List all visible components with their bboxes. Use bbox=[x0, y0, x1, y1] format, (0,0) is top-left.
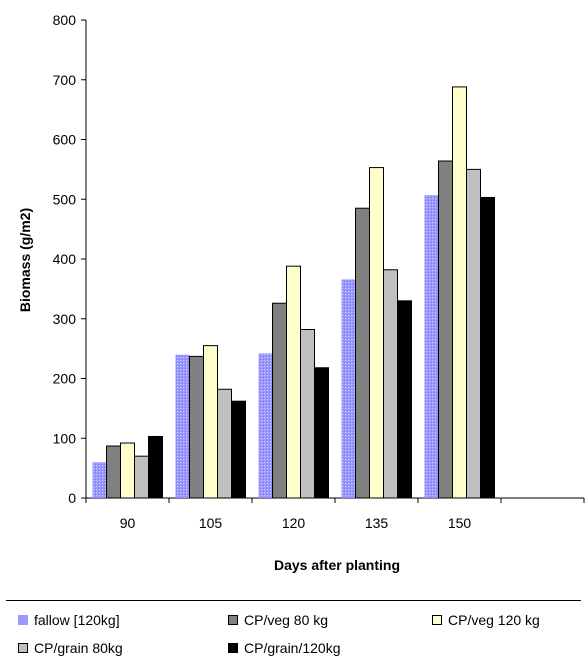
legend-label: CP/veg 120 kg bbox=[448, 612, 540, 628]
legend: fallow [120kg] CP/veg 80 kg CP/veg 120 kg C… bbox=[0, 600, 587, 663]
bar bbox=[272, 302, 287, 499]
legend-divider bbox=[6, 600, 581, 601]
legend-item: CP/veg 80 kg bbox=[228, 612, 328, 628]
bar bbox=[424, 195, 439, 498]
bar bbox=[258, 353, 273, 498]
bar bbox=[383, 269, 398, 499]
bar bbox=[286, 265, 301, 499]
bar bbox=[480, 196, 495, 499]
bar bbox=[314, 367, 329, 499]
bar bbox=[397, 300, 412, 499]
biomass-bar-chart: Biomass (g/m2) Days after planting 0 100 2… bbox=[17, 12, 585, 573]
bar bbox=[369, 167, 384, 499]
legend-label: CP/grain 80kg bbox=[34, 640, 123, 656]
bar bbox=[175, 354, 190, 498]
y-tick-label: 0 bbox=[68, 490, 76, 506]
legend-label: fallow [120kg] bbox=[34, 612, 120, 628]
x-axis-label: Days after planting bbox=[274, 557, 400, 573]
tick-labels: 0 100 200 300 400 500 600 700 800 90 105 120 135 150 bbox=[53, 12, 585, 531]
bar bbox=[452, 86, 467, 499]
bar bbox=[231, 400, 246, 499]
bar bbox=[92, 462, 107, 498]
legend-swatch bbox=[228, 643, 238, 653]
y-tick-label: 500 bbox=[53, 191, 77, 207]
x-tick-label: 150 bbox=[448, 515, 472, 531]
y-tick-label: 300 bbox=[53, 311, 77, 327]
y-tick-label: 800 bbox=[53, 12, 77, 28]
x-tick-label: 120 bbox=[282, 515, 306, 531]
y-tick-label: 600 bbox=[53, 132, 77, 148]
y-axis-label: Biomass (g/m2) bbox=[17, 208, 33, 312]
bar bbox=[341, 279, 356, 498]
x-tick-label: 105 bbox=[199, 515, 223, 531]
legend-item: CP/veg 120 kg bbox=[432, 612, 540, 628]
bar bbox=[217, 388, 232, 499]
bars bbox=[92, 86, 495, 499]
bar bbox=[438, 160, 453, 499]
bar bbox=[466, 168, 481, 499]
bar bbox=[203, 345, 218, 499]
y-tick-label: 400 bbox=[53, 251, 77, 267]
bar bbox=[355, 207, 370, 499]
legend-item: fallow [120kg] bbox=[18, 612, 120, 628]
bar bbox=[120, 442, 135, 499]
y-tick-label: 100 bbox=[53, 430, 77, 446]
legend-item: CP/grain/120kg bbox=[228, 640, 341, 656]
bar bbox=[134, 455, 149, 499]
x-tick-label: 90 bbox=[120, 515, 136, 531]
legend-swatch bbox=[18, 615, 28, 625]
y-tick-label: 200 bbox=[53, 371, 77, 387]
legend-swatch bbox=[432, 615, 442, 625]
legend-item: CP/grain 80kg bbox=[18, 640, 123, 656]
bar bbox=[106, 445, 121, 499]
bar bbox=[148, 435, 163, 499]
bar bbox=[189, 355, 204, 499]
bar bbox=[300, 329, 315, 499]
legend-label: CP/grain/120kg bbox=[244, 640, 341, 656]
x-tick-label: 135 bbox=[365, 515, 389, 531]
legend-swatch bbox=[228, 615, 238, 625]
y-tick-label: 700 bbox=[53, 72, 77, 88]
legend-swatch bbox=[18, 643, 28, 653]
legend-label: CP/veg 80 kg bbox=[244, 612, 329, 628]
